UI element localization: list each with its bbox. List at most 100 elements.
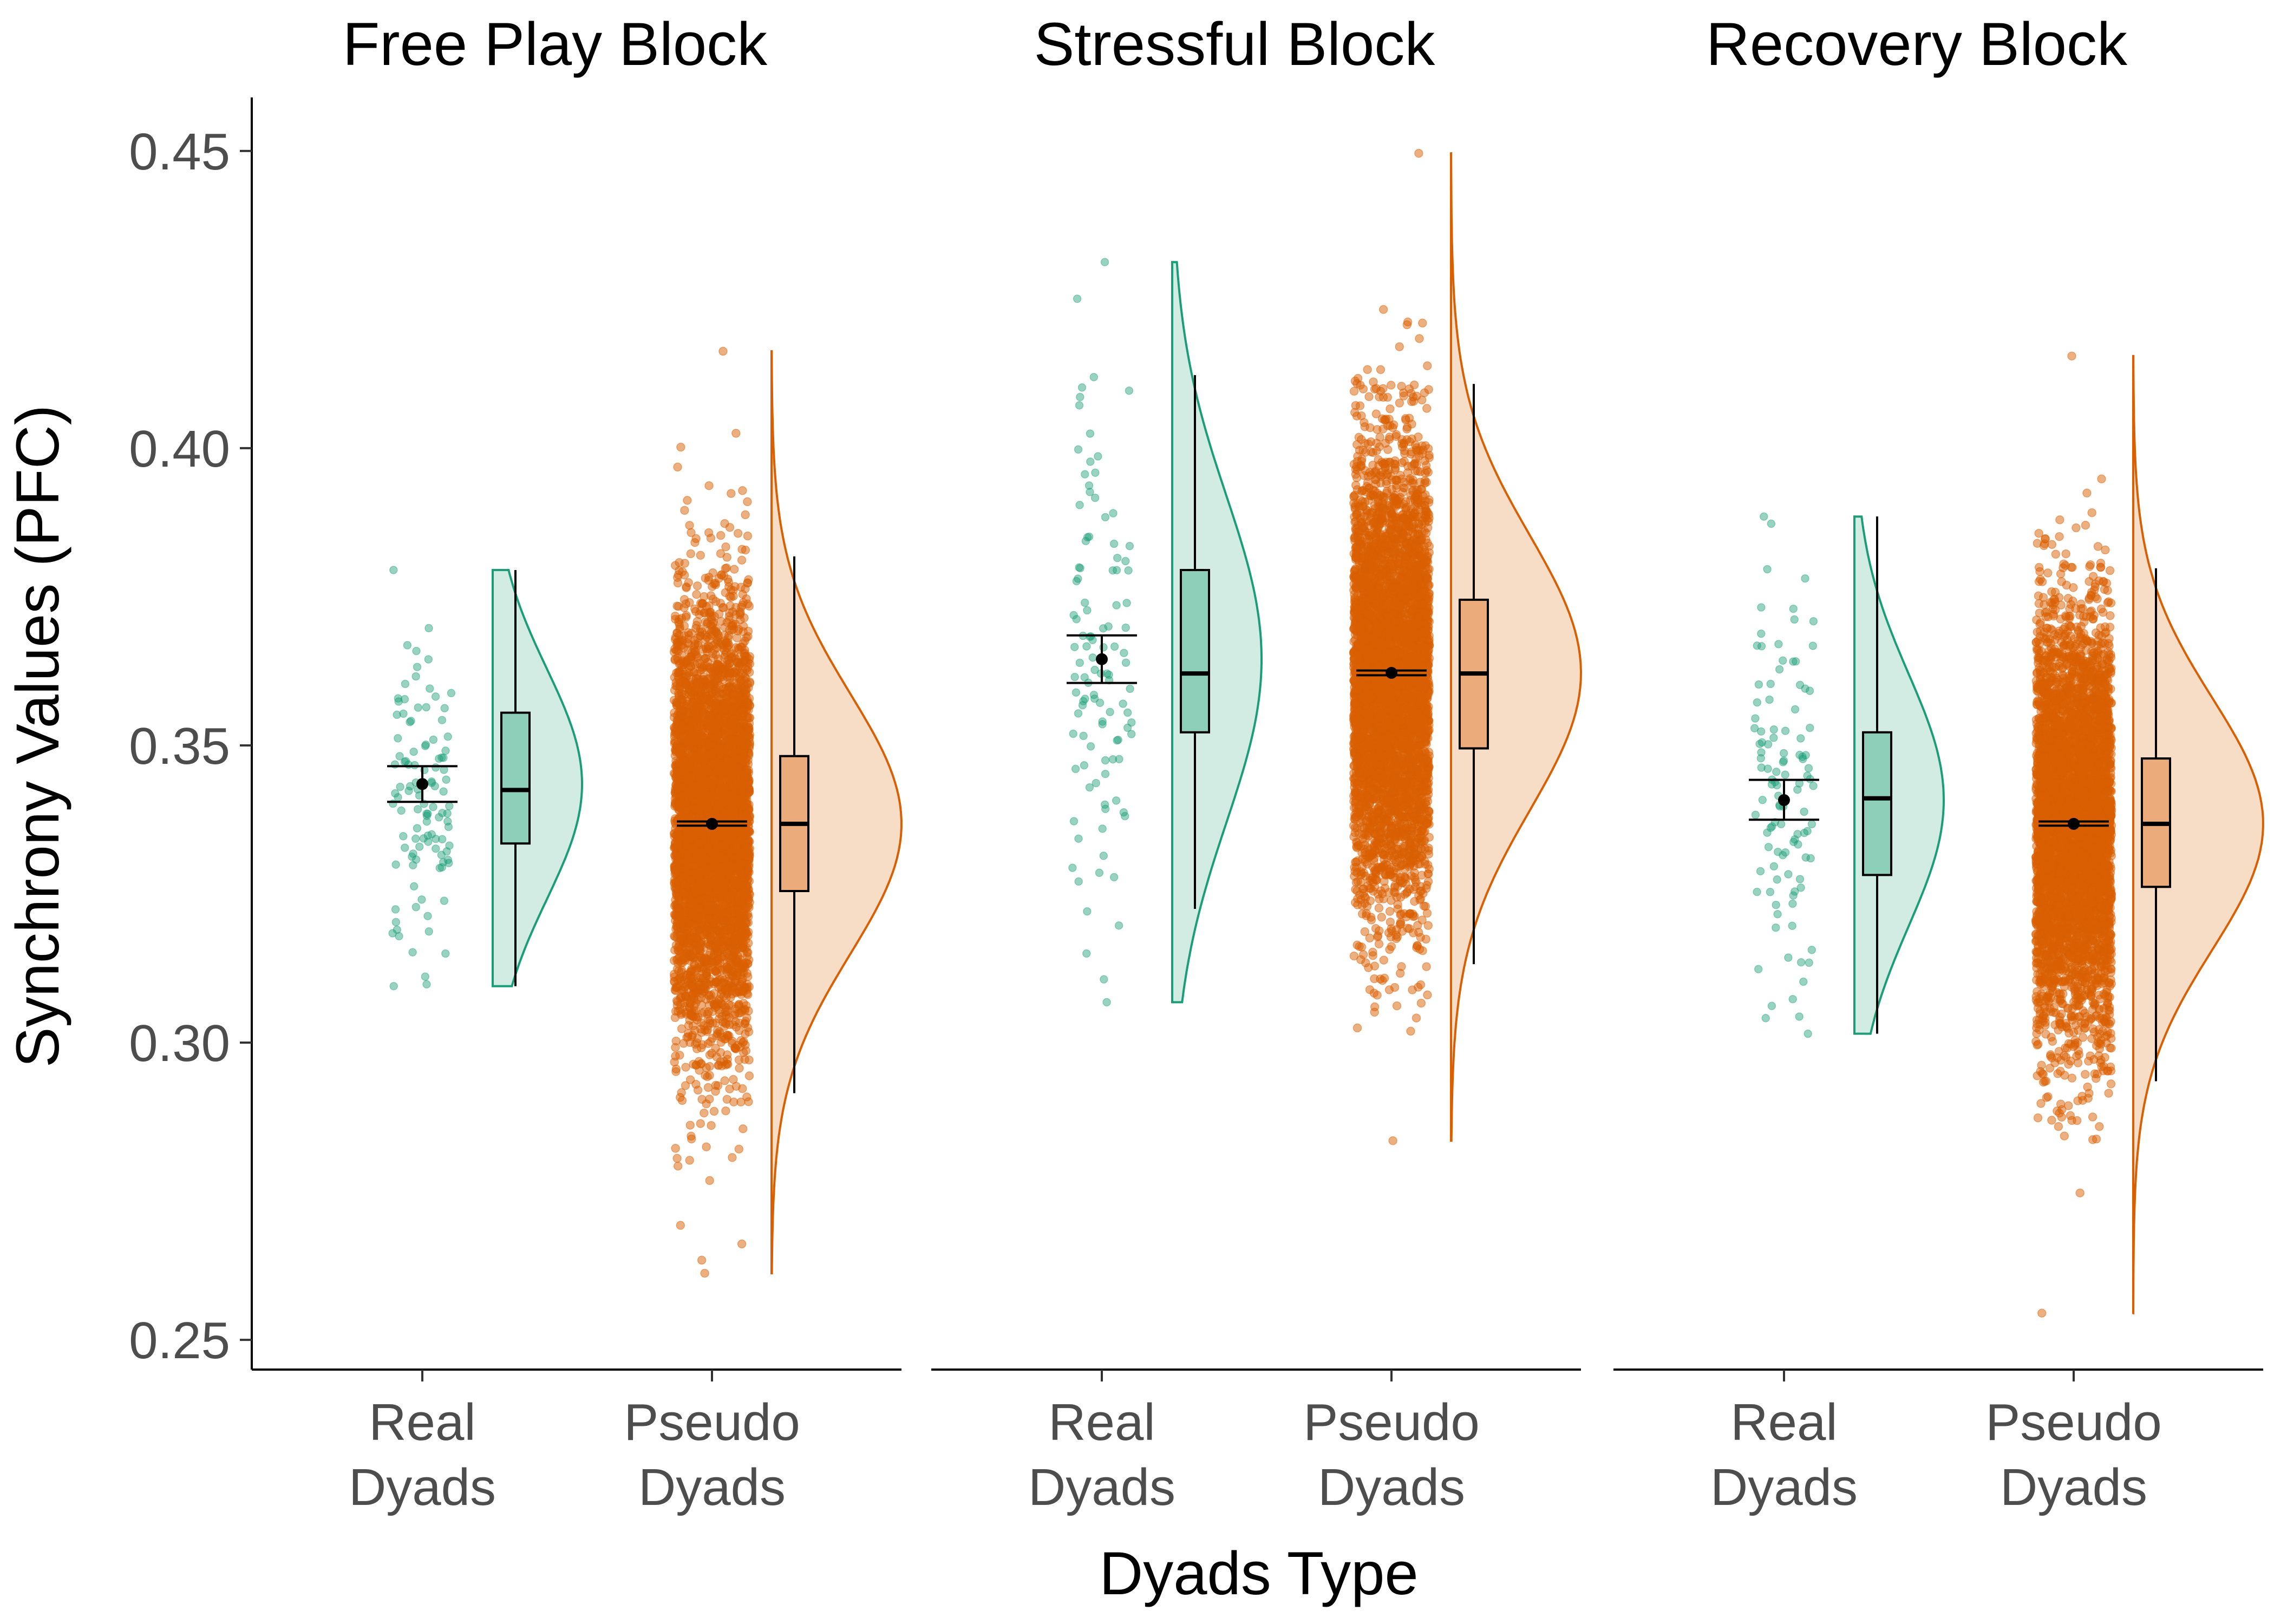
data-point [424,624,433,633]
data-point [741,1001,751,1010]
data-point [722,1059,731,1069]
data-point [401,679,410,689]
data-point [419,834,428,843]
data-point [683,645,693,654]
data-point [422,980,431,989]
data-point [695,895,704,905]
data-point [713,629,722,638]
data-point [421,742,430,750]
data-point [397,806,406,815]
data-point [407,717,415,725]
data-point [673,1161,683,1171]
data-point [391,860,400,869]
data-point [672,1154,682,1163]
data-point [671,868,681,878]
data-point [733,680,742,690]
data-point [413,663,422,671]
data-point [728,1153,737,1162]
data-point [427,830,436,839]
facets-layer: Free Play BlockRealDyadsPseudoDyadsStres… [252,10,2264,1516]
data-point [742,809,751,818]
data-point [736,1036,746,1045]
data-point [447,689,456,698]
data-point [706,533,716,543]
data-point [695,773,704,783]
data-point [681,679,690,689]
data-point [741,510,750,520]
data-point [736,603,746,612]
data-point [697,1000,707,1010]
data-point [422,703,430,712]
data-point [422,811,432,820]
data-point [691,1079,701,1089]
facet-title: Free Play Block [343,10,768,78]
data-point [690,538,700,547]
data-point [393,925,402,934]
data-point [396,782,404,791]
data-point [741,1046,751,1056]
data-point [734,999,744,1009]
data-point [671,1043,680,1052]
data-point [744,1071,754,1081]
data-point [445,859,453,868]
data-point [684,578,693,587]
data-point [705,1176,714,1186]
data-point [426,684,434,693]
x-tick-label-line1: Pseudo [624,1393,800,1451]
data-point [739,959,748,969]
data-point [701,1071,710,1080]
data-point [413,824,422,833]
data-point [720,808,729,817]
data-point [435,863,444,873]
data-point [745,843,755,853]
data-point [714,1014,724,1024]
data-point [430,782,439,791]
data-point [721,877,731,887]
data-point [412,646,421,656]
data-point [692,581,702,591]
data-point [429,803,437,811]
data-point [725,523,735,532]
data-point [716,549,726,558]
data-point [736,928,746,938]
data-point [705,828,715,837]
data-point [707,958,716,967]
data-point [673,911,683,921]
data-point [695,882,704,892]
data-point [437,753,446,762]
data-point [709,1106,719,1116]
data-point [737,705,747,715]
data-point [708,726,717,735]
data-point [413,805,422,814]
data-point [706,591,716,600]
data-point [670,708,679,718]
data-point [395,932,403,941]
data-point [417,895,426,904]
data-point [700,1108,709,1118]
data-point [423,809,432,818]
data-point [697,1009,707,1018]
x-tick-label-line2: Dyads [638,1458,786,1516]
data-point [395,752,404,761]
data-point [391,918,401,927]
data-point [709,641,718,650]
data-point [709,579,718,588]
data-point [705,991,714,1001]
data-point [737,716,747,725]
data-point [726,668,735,678]
data-point [438,809,447,817]
data-point [435,754,443,763]
data-point [671,1067,681,1076]
data-point [439,787,448,796]
data-point [443,809,452,818]
data-point [435,813,443,822]
data-point [437,835,447,844]
data-point [731,429,741,438]
data-point [674,942,683,952]
data-point [411,834,420,843]
data-point [744,1097,753,1106]
data-point [424,837,433,846]
data-point [704,863,714,873]
data-point [423,912,432,920]
